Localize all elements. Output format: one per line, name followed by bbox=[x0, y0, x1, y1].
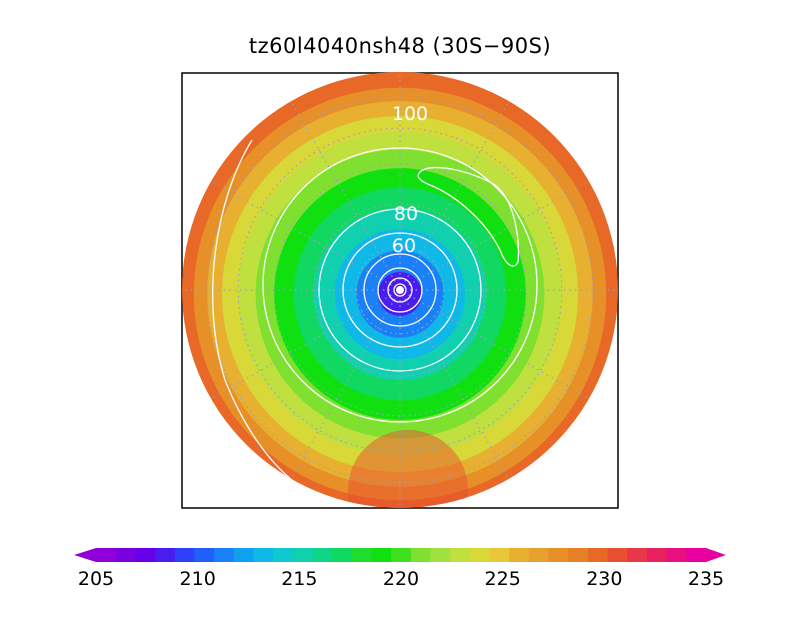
colorbar-box bbox=[430, 548, 451, 562]
colorbar-box bbox=[410, 548, 432, 562]
colorbar-box bbox=[155, 548, 176, 562]
colorbar-tick-label: 220 bbox=[383, 568, 419, 590]
colorbar-box bbox=[666, 548, 687, 562]
colorbar-tick-label: 235 bbox=[688, 568, 724, 590]
colorbar-extend-min bbox=[74, 548, 96, 562]
colorbar-box bbox=[646, 548, 668, 562]
colorbar-box bbox=[135, 548, 156, 562]
contour-20 bbox=[377, 267, 423, 313]
colorbar-box bbox=[96, 548, 117, 562]
colorbar-box bbox=[607, 548, 628, 562]
colorbar-tick-label: 210 bbox=[180, 568, 216, 590]
contour-labels: 100 80 60 bbox=[392, 103, 428, 257]
colorbar-box bbox=[292, 548, 313, 562]
colorbar-box bbox=[548, 548, 569, 562]
colorbar-box bbox=[528, 548, 550, 562]
colorbar-box bbox=[391, 548, 412, 562]
contour-closed-upper-right bbox=[417, 166, 520, 267]
colorbar-box bbox=[568, 548, 589, 562]
colorbar-box bbox=[627, 548, 648, 562]
polar-plot: 100 80 60 bbox=[181, 72, 619, 509]
contour-80 bbox=[318, 208, 482, 372]
colorbar-box bbox=[686, 548, 707, 562]
contour-inner bbox=[387, 277, 413, 303]
colorbar-box bbox=[115, 548, 136, 562]
colorbar-box bbox=[233, 548, 254, 562]
colorbar-tick-label: 205 bbox=[78, 568, 114, 590]
contour-core-dot bbox=[396, 286, 404, 294]
colorbar-box bbox=[312, 548, 333, 562]
contour-100 bbox=[262, 147, 538, 423]
contour-label: 80 bbox=[394, 203, 418, 225]
colorbar-tick-label: 225 bbox=[485, 568, 521, 590]
field-patch bbox=[348, 430, 468, 508]
lat-lon-grid bbox=[182, 72, 618, 508]
colorbar-box bbox=[489, 548, 510, 562]
colorbar-box bbox=[273, 548, 294, 562]
colorbar-box bbox=[469, 548, 491, 562]
chart-title: tz60l4040nsh48 (30S−90S) bbox=[248, 34, 552, 58]
colorbar-box bbox=[509, 548, 530, 562]
colorbar-box bbox=[214, 548, 235, 562]
contour-core bbox=[393, 283, 407, 297]
contour-40 bbox=[363, 253, 437, 327]
colorbar-boxes bbox=[74, 548, 726, 562]
latitude-line bbox=[313, 203, 487, 377]
colorbar-box bbox=[253, 548, 274, 562]
colorbar-tick-labels: 205 210 215 220 225 230 235 bbox=[78, 568, 724, 590]
colorbar-box bbox=[371, 548, 392, 562]
contour-60 bbox=[342, 232, 458, 348]
contour-label: 60 bbox=[392, 235, 416, 257]
colorbar-box bbox=[351, 548, 372, 562]
contour-outer-left bbox=[212, 139, 293, 481]
colorbar-extend-max bbox=[706, 548, 726, 562]
colorbar-tick-label: 230 bbox=[586, 568, 622, 590]
contour-lines bbox=[212, 139, 538, 481]
colorbar-tick-label: 215 bbox=[281, 568, 317, 590]
latitude-line bbox=[237, 127, 563, 453]
colorbar-box bbox=[332, 548, 353, 562]
colorbar-box bbox=[450, 548, 471, 562]
colorbar-box bbox=[174, 548, 195, 562]
colorbar-box bbox=[587, 548, 609, 562]
colorbar-box bbox=[194, 548, 215, 562]
contour-label: 100 bbox=[392, 103, 428, 125]
